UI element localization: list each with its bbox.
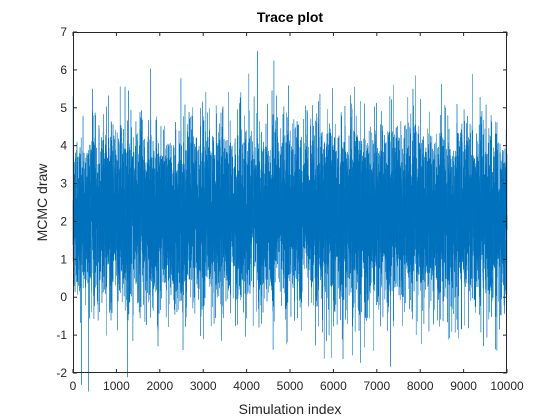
x-tick-label: 2000	[146, 379, 173, 393]
x-tick-label: 9000	[450, 379, 477, 393]
y-axis-label: MCMC draw	[34, 163, 50, 242]
y-tick-label: 0	[60, 290, 67, 304]
x-tick-label: 5000	[277, 379, 304, 393]
ticks-layer: 0 1000 2000 3000 4000 5000 6000 7000 8000 9000 100…	[56, 25, 524, 393]
x-tick-label: 10000	[490, 379, 524, 393]
x-axis-label: Simulation index	[239, 401, 342, 417]
series-layer	[72, 50, 508, 392]
y-tick-label: 1	[60, 252, 67, 266]
y-tick-label: 2	[60, 214, 67, 228]
chart-title: Trace plot	[257, 9, 323, 25]
x-tick-label: 7000	[363, 379, 390, 393]
trace-series-line	[72, 50, 508, 392]
x-tick-label: 4000	[233, 379, 260, 393]
y-tick-label: 3	[60, 177, 67, 191]
x-tick-label: 8000	[407, 379, 434, 393]
y-tick-label: -1	[56, 328, 67, 342]
y-tick-label: 6	[60, 63, 67, 77]
y-tick-label: 4	[60, 139, 67, 153]
y-tick-label: 7	[60, 25, 67, 39]
x-tick-label: 3000	[190, 379, 217, 393]
x-tick-label: 0	[70, 379, 77, 393]
x-tick-label: 6000	[320, 379, 347, 393]
x-tick-label: 1000	[103, 379, 130, 393]
y-tick-label: 5	[60, 101, 67, 115]
y-tick-label: -2	[56, 366, 67, 380]
